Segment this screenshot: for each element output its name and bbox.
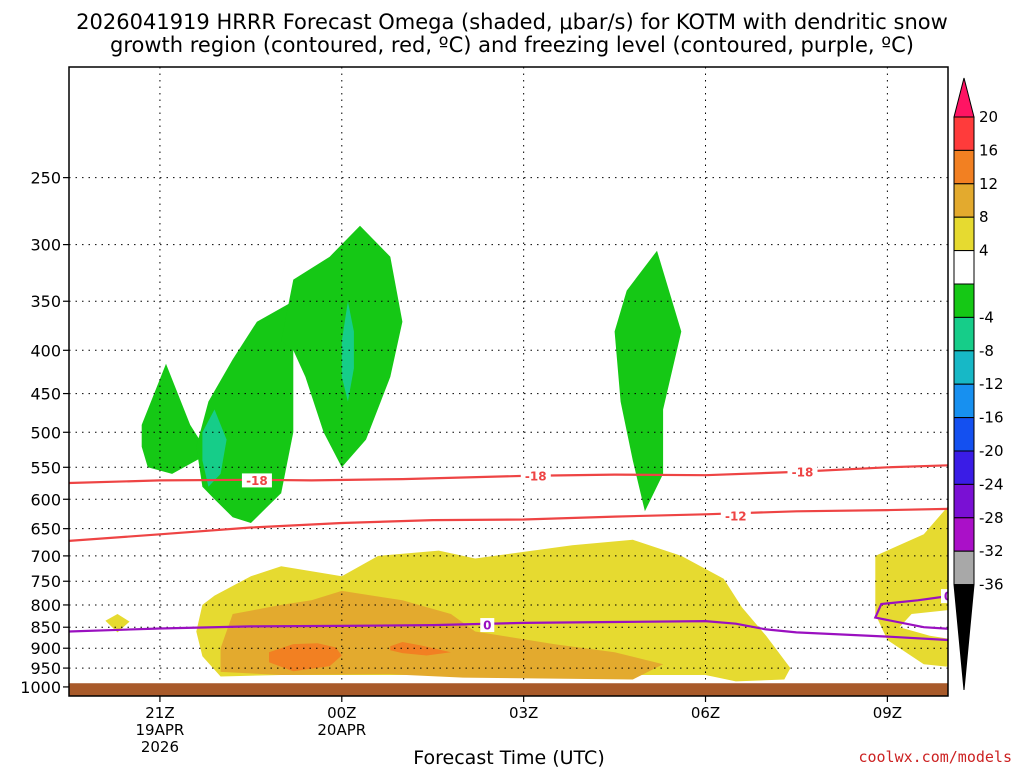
y-tick-label-550: 550 [30, 458, 61, 477]
y-tick-label-1000: 1000 [20, 678, 61, 697]
x-tick-label-12-0: 09Z [873, 704, 902, 722]
ground-surface [69, 683, 948, 696]
x-tick-label-9-0: 06Z [691, 704, 720, 722]
omega-region-2-0 [269, 643, 342, 672]
omega-region-3-1 [196, 301, 294, 523]
contour-label-bg-0-1 [520, 468, 551, 483]
colorbar-segment-2 [953, 149, 975, 185]
contour-label-bg-0-2 [787, 464, 818, 479]
omega-region-3-4 [1009, 398, 1024, 506]
colorbar-label-9: -20 [979, 442, 1004, 460]
contour-label-1-0: -12 [725, 510, 747, 524]
colorbar-segment-6 [953, 283, 975, 318]
y-tick-label-300: 300 [30, 236, 61, 255]
x-axis-label: Forecast Time (UTC) [413, 747, 604, 768]
colorbar-segment-9 [953, 383, 975, 419]
colorbar-bottom-arrow [953, 584, 975, 691]
contour-label-bg-1-0 [720, 509, 751, 524]
chart-title-line-1: 2026041919 HRRR Forecast Omega (shaded, … [76, 10, 948, 34]
colorbar-label-7: -12 [979, 375, 1004, 393]
contour-label-0-2: -18 [792, 465, 814, 479]
omega-region-0-0 [105, 614, 130, 633]
colorbar-label-10: -24 [979, 475, 1004, 493]
contour-line-1 [69, 507, 948, 542]
y-tick-label-750: 750 [30, 572, 61, 591]
y-tick-label-800: 800 [30, 596, 61, 615]
x-tick-label-0-0: 21Z [145, 704, 174, 722]
colorbar-segment-12 [953, 483, 975, 519]
y-tick-label-400: 400 [30, 341, 61, 360]
contour-label-0-0: -18 [246, 474, 268, 488]
contour-label-bg-2-0 [480, 618, 495, 633]
y-tick-label-850: 850 [30, 618, 61, 637]
y-tick-label-900: 900 [30, 639, 61, 658]
temperature-contours: -18 -18 -18 -12 0 0 [69, 464, 952, 642]
colorbar-label-5: -4 [979, 308, 994, 326]
x-tick-label-6-0: 03Z [509, 704, 538, 722]
contour-label-0-1: -18 [525, 469, 547, 483]
credit-text[interactable]: coolwx.com/models [858, 748, 1012, 766]
contour-line-2 [69, 594, 948, 642]
y-tick-label-450: 450 [30, 385, 61, 404]
omega-region-0-2 [875, 506, 948, 667]
colorbar-top-arrow [953, 77, 975, 118]
colorbar-segment-10 [953, 417, 975, 452]
omega-region-2-1 [390, 642, 451, 656]
y-tick-label-950: 950 [30, 659, 61, 678]
colorbar-segment-13 [953, 517, 975, 552]
omega-region-4-0 [202, 409, 227, 487]
colorbar: 20 16 12 8 4 -4 -8 -12 -16 -20 -24 -28 -32 -36 [953, 77, 1004, 691]
colorbar-label-4: 4 [979, 242, 989, 260]
plot-area: -18 -18 -18 -12 0 0 [68, 66, 1024, 697]
colorbar-label-12: -32 [979, 542, 1004, 560]
plot-frame [68, 66, 949, 697]
omega-shading [105, 147, 1024, 682]
x-tick-label-3-0: 00Z [327, 704, 356, 722]
x-tick-label-0-1: 19APR [136, 721, 185, 739]
chart-title-line-2: growth region (contoured, red, ºC) and f… [110, 33, 914, 57]
colorbar-label-1: 16 [979, 141, 998, 159]
y-tick-label-250: 250 [30, 169, 61, 188]
x-tick-label-0-2: 2026 [141, 738, 179, 756]
colorbar-label-2: 12 [979, 175, 998, 193]
y-tick-label-650: 650 [30, 520, 61, 539]
y-tick-label-500: 500 [30, 423, 61, 442]
y-tick-label-700: 700 [30, 547, 61, 566]
omega-region-4-1 [341, 301, 354, 402]
y-axis-ticks: 250 300 350 400 450 500 550 600 650 700 750 800 850 9… [20, 169, 69, 697]
colorbar-label-6: -8 [979, 342, 994, 360]
contour-label-2-1: 0 [944, 590, 952, 604]
grid-lines [69, 67, 948, 696]
x-tick-label-3-1: 20APR [317, 721, 366, 739]
colorbar-segment-8 [953, 350, 975, 385]
colorbar-label-8: -16 [979, 409, 1004, 427]
colorbar-segment-1 [953, 116, 975, 151]
omega-region-3-0 [141, 363, 209, 474]
colorbar-segment-3 [953, 183, 975, 218]
colorbar-segment-11 [953, 450, 975, 485]
omega-region-1-1 [1015, 641, 1024, 651]
omega-region-3-3 [614, 250, 682, 512]
contour-label-2-0: 0 [483, 619, 491, 633]
x-axis-ticks: 21Z19APR202600Z20APR03Z06Z09Z12Z [136, 696, 902, 756]
colorbar-segment-14 [953, 550, 975, 586]
colorbar-label-11: -28 [979, 509, 1004, 527]
omega-region-0-3 [990, 147, 1020, 245]
colorbar-label-13: -36 [979, 576, 1004, 594]
y-tick-label-350: 350 [30, 292, 61, 311]
colorbar-segment-5 [953, 250, 975, 285]
contour-label-bg-2-1 [941, 589, 948, 604]
contour-label-bg-0-0 [241, 473, 272, 488]
colorbar-segment-7 [953, 316, 975, 352]
colorbar-segment-4 [953, 216, 975, 252]
y-tick-label-600: 600 [30, 490, 61, 509]
colorbar-label-3: 8 [979, 208, 989, 226]
colorbar-label-0: 20 [979, 108, 998, 126]
